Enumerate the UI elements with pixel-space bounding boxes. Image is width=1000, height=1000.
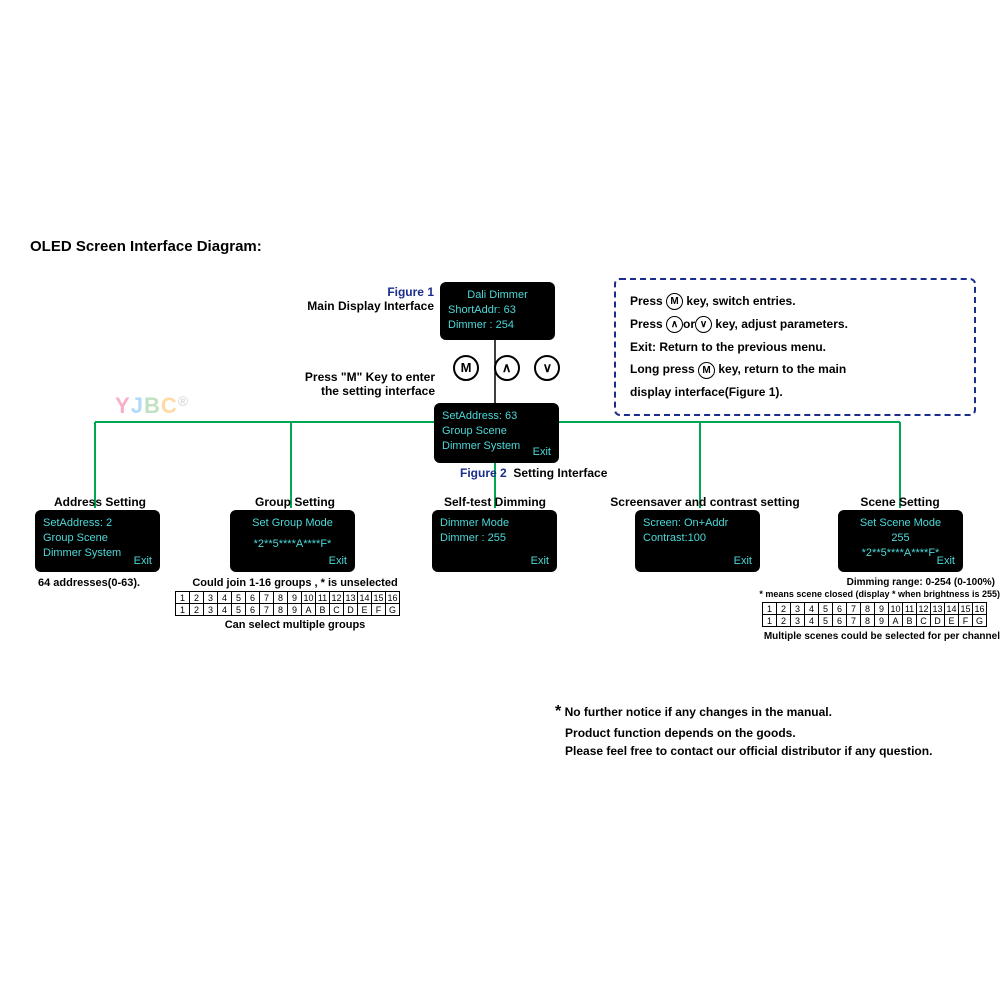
grid-cell: B bbox=[902, 614, 917, 627]
grid-cell: F bbox=[371, 603, 386, 616]
group-note1: Could join 1-16 groups , * is unselected bbox=[180, 576, 410, 590]
fig1-line3: Dimmer : 254 bbox=[448, 318, 547, 333]
grid-cell: A bbox=[888, 614, 903, 627]
grid-cell: 6 bbox=[245, 603, 260, 616]
grid-cell: D bbox=[930, 614, 945, 627]
figure1-caption: Figure 1 Main Display Interface bbox=[284, 285, 434, 313]
grid-cell: 8 bbox=[860, 614, 875, 627]
oled-figure2: SetAddress: 63 Group Scene Dimmer System… bbox=[434, 403, 559, 463]
group-note2: Can select multiple groups bbox=[200, 618, 390, 632]
instructions-box: Press M key, switch entries. Press ∧or∨ … bbox=[614, 278, 976, 416]
grid-cell: 1 bbox=[762, 614, 777, 627]
grid-cell: E bbox=[357, 603, 372, 616]
grid-cell: 1 bbox=[175, 603, 190, 616]
grid-cell: 9 bbox=[874, 614, 889, 627]
grid-cell: F bbox=[958, 614, 973, 627]
address-note: 64 addresses(0-63). bbox=[38, 576, 140, 590]
grid-cell: 8 bbox=[273, 603, 288, 616]
selftest-title: Self-test Dimming bbox=[430, 495, 560, 509]
grid-cell: G bbox=[385, 603, 400, 616]
grid-cell: E bbox=[944, 614, 959, 627]
grid-cell: C bbox=[329, 603, 344, 616]
scene-note3: Multiple scenes could be selected for pe… bbox=[730, 630, 1000, 643]
down-key-icon: ∨ bbox=[695, 316, 712, 333]
grid-cell: 5 bbox=[231, 603, 246, 616]
grid-cell: 4 bbox=[804, 614, 819, 627]
grid-cell: B bbox=[315, 603, 330, 616]
m-key-icon: M bbox=[698, 362, 715, 379]
fig2-line1: SetAddress: 63 bbox=[442, 409, 551, 424]
fig1-line1: Dali Dimmer bbox=[448, 288, 547, 303]
figure2-caption: Figure 2 Setting Interface bbox=[460, 466, 607, 480]
grid-cell: 6 bbox=[832, 614, 847, 627]
up-key-icon: ∧ bbox=[494, 355, 520, 381]
scene-grid: 12345678910111213141516 123456789ABCDEFG bbox=[762, 602, 987, 627]
scene-title: Scene Setting bbox=[850, 495, 950, 509]
group-title: Group Setting bbox=[240, 495, 350, 509]
m-key-icon: M bbox=[666, 293, 683, 310]
grid-cell: 7 bbox=[259, 603, 274, 616]
grid-cell: 9 bbox=[287, 603, 302, 616]
watermark: YJBC® bbox=[115, 393, 189, 419]
oled-address: SetAddress: 2 Group Scene Dimmer System … bbox=[35, 510, 160, 572]
fig2-exit: Exit bbox=[533, 445, 551, 460]
fig2-line2: Group Scene bbox=[442, 424, 551, 439]
screensaver-title: Screensaver and contrast setting bbox=[600, 495, 810, 509]
oled-scene: Set Scene Mode 255 *2**5****A****F* Exit bbox=[838, 510, 963, 572]
scene-note1: Dimming range: 0-254 (0-100%) bbox=[760, 576, 995, 589]
oled-selftest: Dimmer Mode Dimmer : 255 Exit bbox=[432, 510, 557, 572]
grid-cell: 2 bbox=[189, 603, 204, 616]
grid-cell: 3 bbox=[790, 614, 805, 627]
key-row: M ∧ ∨ bbox=[453, 355, 560, 381]
grid-cell: 3 bbox=[203, 603, 218, 616]
oled-group: Set Group Mode *2**5****A****F* Exit bbox=[230, 510, 355, 572]
m-key-icon: M bbox=[453, 355, 479, 381]
grid-cell: 2 bbox=[776, 614, 791, 627]
oled-screensaver: Screen: On+Addr Contrast:100 Exit bbox=[635, 510, 760, 572]
up-key-icon: ∧ bbox=[666, 316, 683, 333]
grid-cell: G bbox=[972, 614, 987, 627]
diagram-title: OLED Screen Interface Diagram: bbox=[30, 238, 262, 255]
grid-cell: C bbox=[916, 614, 931, 627]
grid-cell: 4 bbox=[217, 603, 232, 616]
scene-note2: * means scene closed (display * when bri… bbox=[710, 589, 1000, 601]
down-key-icon: ∨ bbox=[534, 355, 560, 381]
oled-figure1: Dali Dimmer ShortAddr: 63 Dimmer : 254 bbox=[440, 282, 555, 340]
group-grid: 12345678910111213141516 123456789ABCDEFG bbox=[175, 591, 400, 616]
press-m-text: Press "M" Key to enter the setting inter… bbox=[270, 370, 435, 398]
footer: * No further notice if any changes in th… bbox=[555, 700, 932, 760]
grid-cell: 5 bbox=[818, 614, 833, 627]
address-title: Address Setting bbox=[45, 495, 155, 509]
grid-cell: A bbox=[301, 603, 316, 616]
fig1-line2: ShortAddr: 63 bbox=[448, 303, 547, 318]
grid-cell: 7 bbox=[846, 614, 861, 627]
grid-cell: D bbox=[343, 603, 358, 616]
